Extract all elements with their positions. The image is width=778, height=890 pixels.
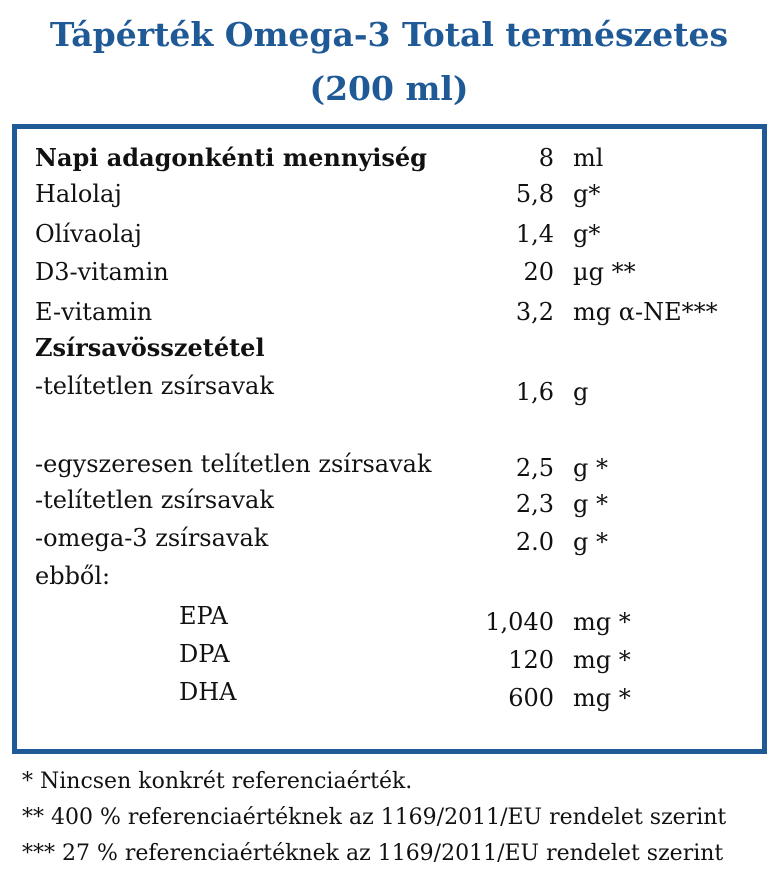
row-unit: g* [573,180,601,208]
table-row-values: 1,6 g [17,375,762,409]
row-label: E-vitamin [35,298,153,326]
row-unit: ml [573,144,604,172]
row-value: 3,2 [515,298,554,326]
footnote: *** 27 % referenciaértéknek az 1169/2011… [22,841,724,866]
table-row: Olívaolaj 1,4 g* [17,217,762,251]
row-value: 8 [538,144,554,172]
section-heading-row: Zsírsavösszetétel [17,331,762,365]
row-unit: g [573,378,589,406]
row-unit: g* [573,220,601,248]
row-value: 1,040 [485,608,554,636]
table-row: E-vitamin 3,2 mg α-NE*** [17,295,762,329]
row-unit: mg * [573,684,631,712]
row-value: 2,5 [515,454,554,482]
row-label: -egyszeresen telítetlen zsírsavak [35,450,432,478]
row-label: EPA [179,602,228,630]
row-label: Napi adagonkénti mennyiség [35,143,427,172]
row-unit: mg * [573,646,631,674]
page-title: Tápérték Omega-3 Total természetes [49,15,729,54]
row-label: D3-vitamin [35,258,169,286]
row-value: 600 [508,684,554,712]
footnote: ** 400 % referenciaértéknek az 1169/2011… [22,805,727,830]
table-row: Halolaj 5,8 g* [17,177,762,211]
table-row: DPA 120 mg * [17,637,762,674]
table-row: -telítetlen zsírsavak 2,3 g * [17,483,762,518]
row-value: 2.0 [515,528,554,556]
row-unit: mg α-NE*** [573,298,718,326]
row-label: -telítetlen zsírsavak [35,486,274,514]
row-unit: g * [573,454,608,482]
section-subheading-row: ebből: [17,559,762,593]
row-label: DHA [179,678,237,706]
row-label: DPA [179,640,230,668]
row-label: Olívaolaj [35,220,142,248]
row-unit: g * [573,528,608,556]
table-row: -telítetlen zsírsavak [17,369,762,403]
row-unit: mg * [573,608,631,636]
table-row: Napi adagonkénti mennyiség 8 ml [17,141,762,175]
row-label: -omega-3 zsírsavak [35,524,269,552]
table-row: DHA 600 mg * [17,675,762,712]
row-value: 120 [508,646,554,674]
row-label: -telítetlen zsírsavak [35,372,274,400]
nutrition-panel: Napi adagonkénti mennyiség 8 ml Halolaj … [12,124,767,754]
row-value: 2,3 [515,490,554,518]
row-value: 1,6 [515,378,554,406]
table-row: EPA 1,040 mg * [17,599,762,636]
row-unit: g * [573,490,608,518]
row-label: Halolaj [35,180,122,208]
table-row: D3-vitamin 20 µg ** [17,255,762,289]
row-value: 20 [523,258,554,286]
table-row: -egyszeresen telítetlen zsírsavak 2,5 g … [17,447,762,482]
row-label: ebből: [35,562,111,590]
section-heading: Zsírsavösszetétel [35,333,265,362]
row-value: 1,4 [515,220,554,248]
table-row: -omega-3 zsírsavak 2.0 g * [17,521,762,556]
footnote: * Nincsen konkrét referenciaérték. [22,769,413,794]
row-value: 5,8 [515,180,554,208]
row-unit: µg ** [573,258,636,286]
page-subtitle: (200 ml) [309,69,469,108]
